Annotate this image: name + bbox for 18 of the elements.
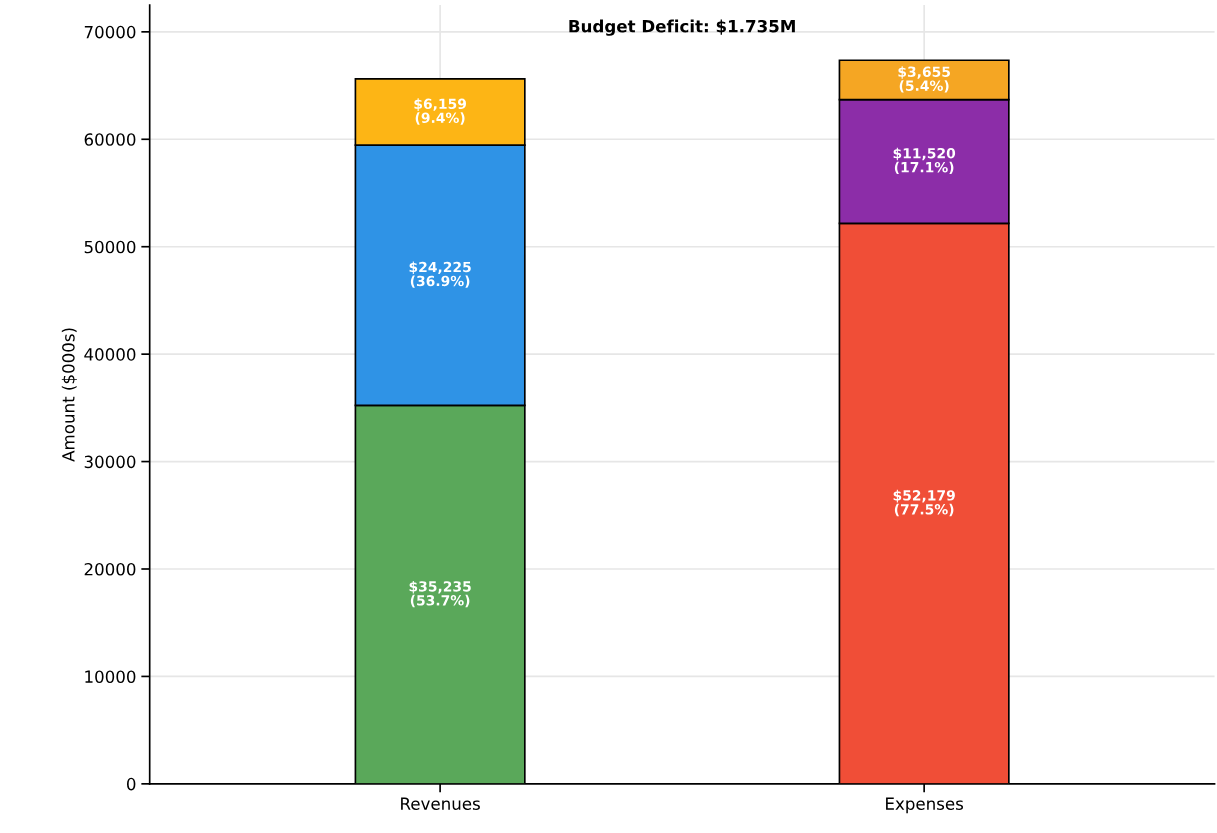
data-label: $6,159 (9.4%) [414, 98, 467, 125]
y-tick-label: 50000 [84, 240, 136, 254]
y-tick-label: 0 [126, 777, 136, 791]
y-axis-title: Amount ($000s) [61, 328, 77, 462]
y-tick-label: 30000 [84, 455, 136, 469]
text: Budget Deficit: $1.735M [569, 19, 795, 36]
y-tick-label: 60000 [84, 133, 136, 146]
data-label: $24,225 (36.9%) [409, 261, 471, 288]
y-tick-label: 20000 [84, 562, 136, 576]
y-tick-label: 40000 [84, 348, 136, 361]
y-tick-label: 70000 [84, 25, 136, 39]
data-label: $35,235 (53.7%) [409, 580, 471, 608]
data-label: $11,520 (17.1%) [893, 147, 956, 175]
x-tick-label: Expenses [886, 797, 964, 814]
data-label: $52,179 (77.5%) [893, 489, 955, 517]
y-tick-label: 10000 [85, 670, 136, 683]
x-tick-label: Revenues [401, 797, 480, 810]
data-label: $3,655 (5.4%) [898, 66, 950, 93]
